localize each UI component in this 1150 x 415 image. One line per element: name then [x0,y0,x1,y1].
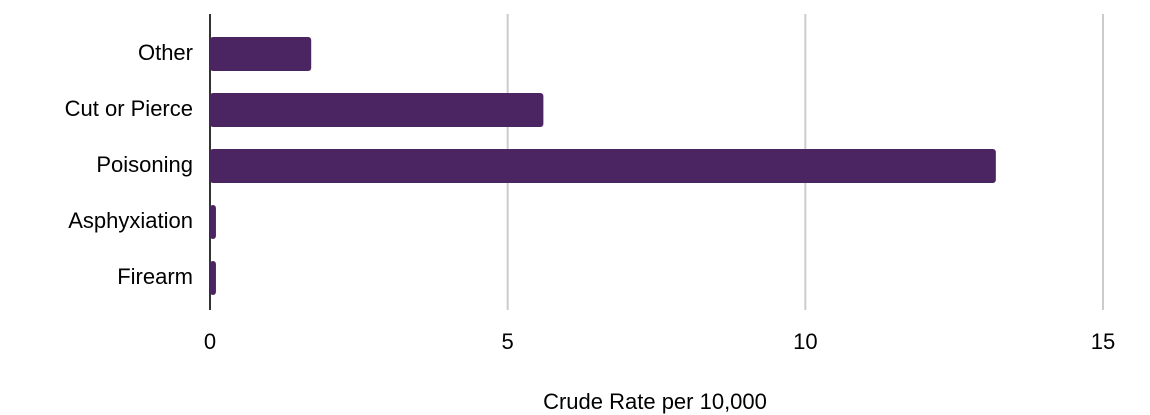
x-tick-label: 0 [204,329,216,354]
bar [210,37,312,71]
x-axis-label: Crude Rate per 10,000 [543,389,767,414]
y-tick-label: Firearm [117,264,193,289]
y-tick-label: Cut or Pierce [65,96,193,121]
y-tick-label: Asphyxiation [68,208,193,233]
x-tick-label: 15 [1091,329,1115,354]
bar [210,205,216,239]
bar [210,261,216,295]
y-tick-label: Other [138,40,193,65]
y-tick-label: Poisoning [96,152,193,177]
x-tick-label: 10 [793,329,817,354]
bar [210,93,544,127]
x-tick-label: 5 [502,329,514,354]
bar [210,149,996,183]
